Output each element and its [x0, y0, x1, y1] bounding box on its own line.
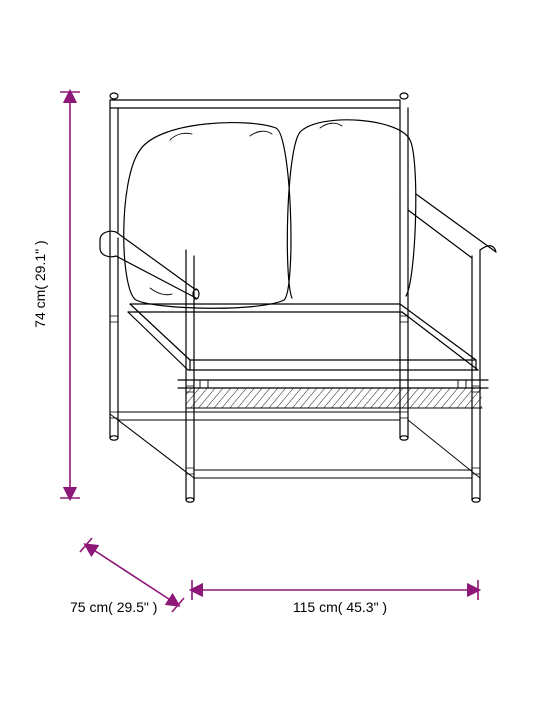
height-cm: 74 cm — [32, 290, 48, 328]
width-label: 115 cm( 45.3" ) — [250, 598, 430, 616]
depth-in: 29.5" — [117, 599, 149, 615]
diagram-canvas: 74 cm( 29.1" ) 75 cm( 29.5" ) 115 cm( 45… — [0, 0, 540, 720]
depth-label: 75 cm( 29.5" ) — [70, 598, 210, 616]
height-in: 29.1" — [32, 249, 48, 281]
width-in: 45.3" — [346, 599, 378, 615]
height-label: 74 cm( 29.1" ) — [31, 224, 49, 344]
depth-cm: 75 cm — [70, 599, 108, 615]
sofa-outline — [100, 93, 496, 502]
width-cm: 115 cm — [293, 599, 338, 615]
